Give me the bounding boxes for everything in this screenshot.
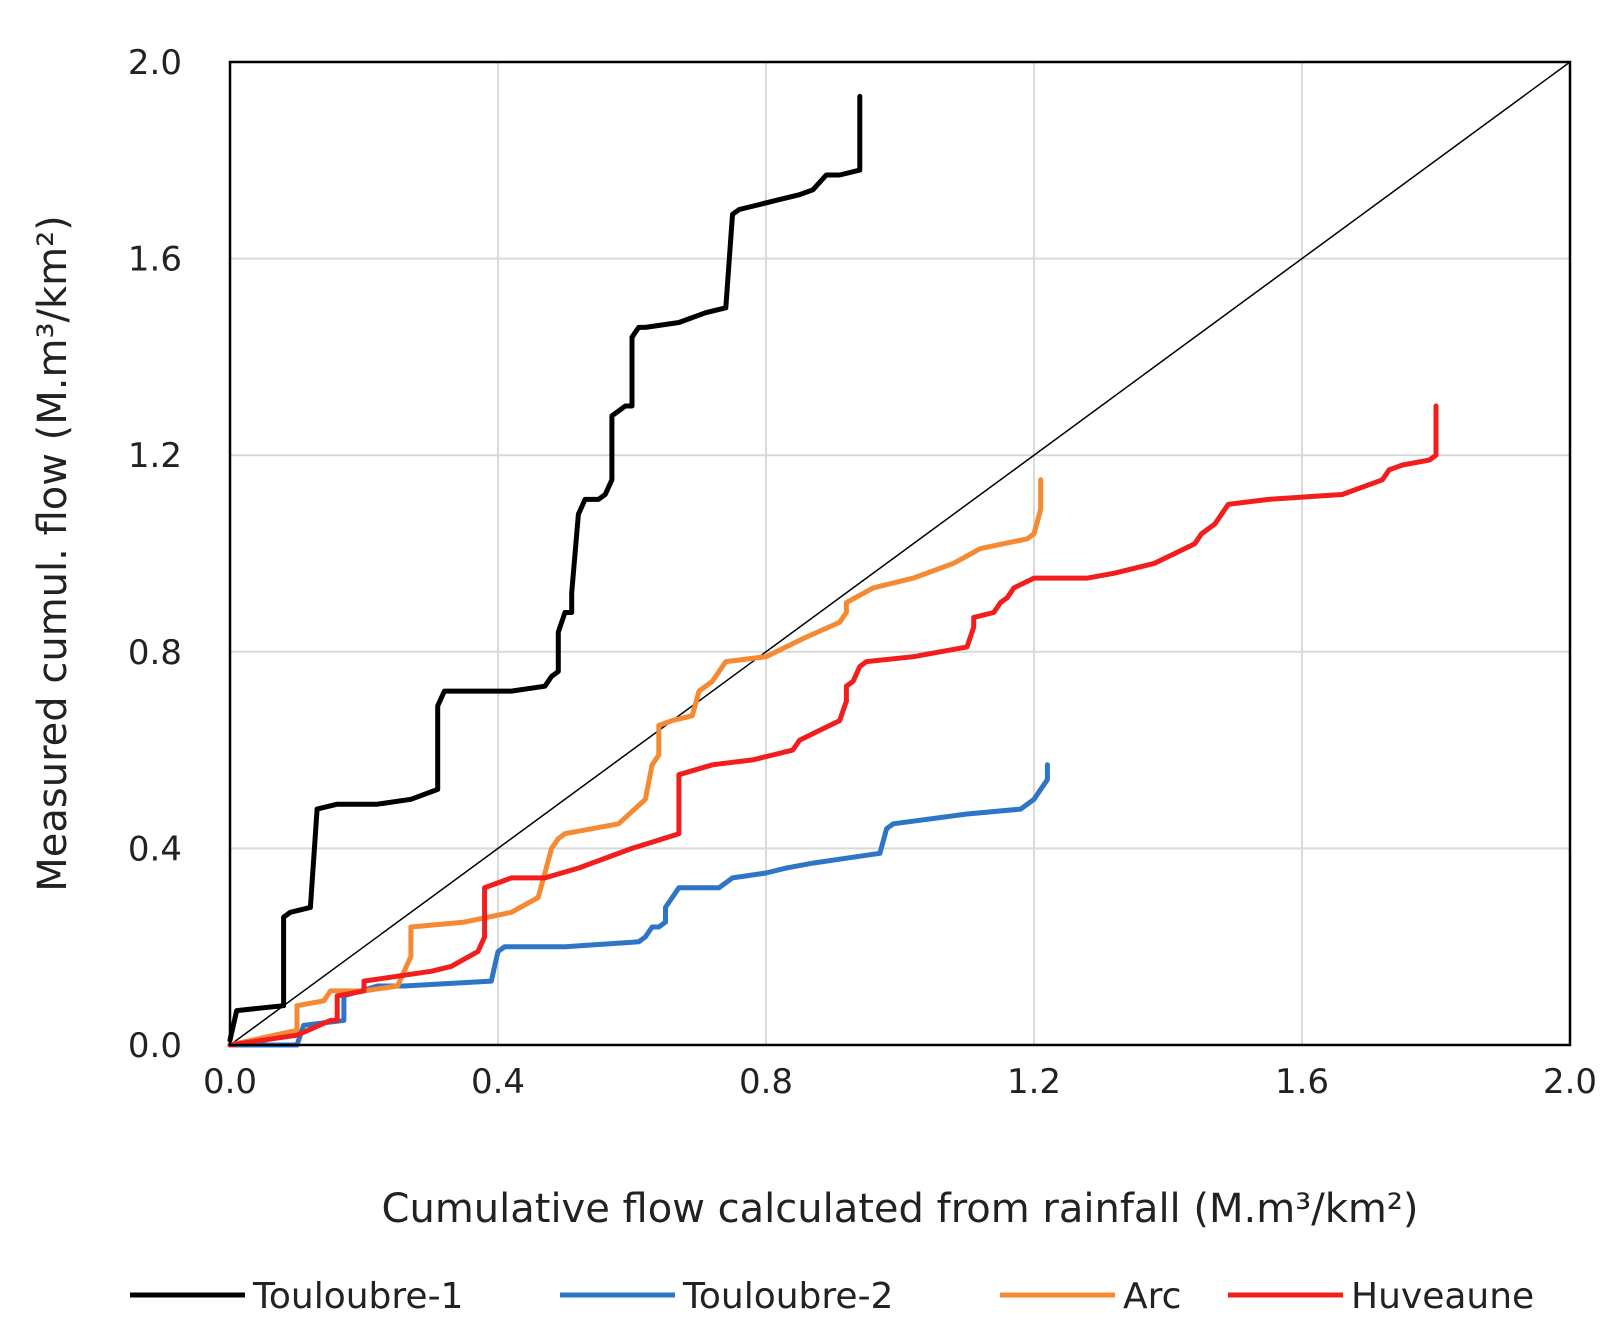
legend: Touloubre-1 Touloubre-2 Arc Huveaune [130,1276,1534,1317]
tick-labels: 0.0 0.4 0.8 1.2 1.6 2.0 0.0 0.4 0.8 1.2 1.6 2.0 [128,43,1597,1102]
plot-frame [228,60,1572,1047]
reference-line-group [229,61,1571,1046]
x-tick-label: 0.0 [203,1062,257,1102]
x-tick-label: 1.6 [1275,1062,1329,1102]
series-group [227,93,1439,1048]
y-tick-label: 1.6 [128,240,182,280]
series-line-huveaune [227,403,1439,1048]
x-tick-label: 2.0 [1543,1062,1597,1102]
y-tick-label: 0.8 [128,633,182,673]
legend-label: Touloubre-2 [682,1276,893,1317]
y-tick-label: 2.0 [128,43,182,83]
y-tick-label: 0.0 [128,1026,182,1066]
series-line-touloubre-1 [227,93,863,1043]
x-axis-label: Cumulative flow calculated from rainfall… [382,1186,1419,1232]
legend-label: Touloubre-1 [252,1276,463,1317]
y-axis-label: Measured cumul. flow (M.m³/km²) [30,215,76,891]
gridlines [230,62,1570,1045]
one-to-one-line [229,61,1571,1046]
legend-label: Huveaune [1351,1276,1534,1317]
x-tick-label: 0.4 [471,1062,525,1102]
x-tick-label: 1.2 [1007,1062,1061,1102]
y-tick-label: 1.2 [128,436,182,476]
y-tick-label: 0.4 [128,829,182,869]
x-tick-label: 0.8 [739,1062,793,1102]
legend-label: Arc [1123,1276,1181,1317]
